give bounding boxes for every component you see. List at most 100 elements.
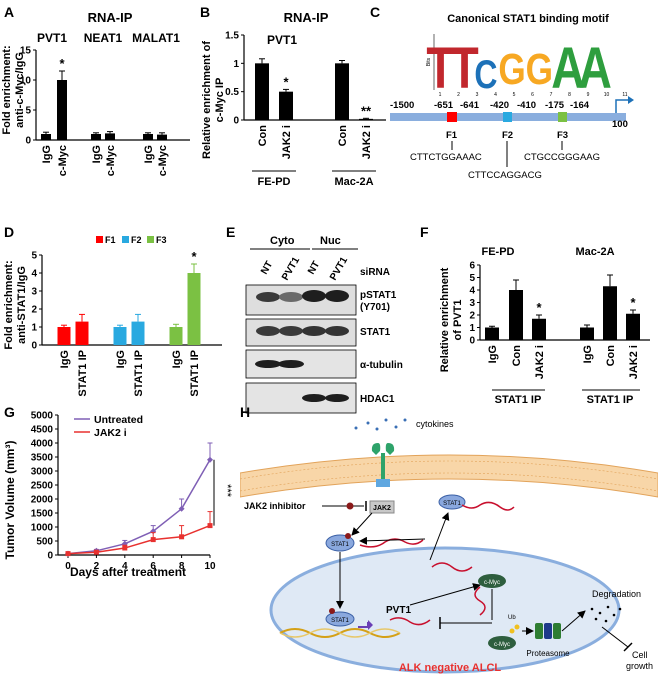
f-ytick-label-1: 1 [469,323,475,334]
band-stat1: STAT1 [360,327,391,338]
a-bar-0 [41,134,51,140]
a-xlabel-4: IgG [143,145,155,163]
band-hdac1: HDAC1 [360,394,395,405]
b-ytick-label-0: 0 [233,116,239,127]
h-stat1-1: STAT1 [331,542,349,548]
h-cytokines: cytokines [416,419,454,429]
f-bar-2 [532,318,546,340]
g-point-0-5 [207,456,213,463]
coord-5: -410 [517,100,536,111]
g-series-line-0 [67,459,211,555]
g-point-1-3 [150,537,156,543]
logo-pos-1: 2 [457,92,460,98]
g-ytick-label-6: 3000 [31,467,54,478]
b-bar-1 [279,91,293,120]
panel-f-group-1: FE-PD [482,246,515,258]
logo-letter-a1: A [551,36,585,101]
d-bar-4 [169,327,183,345]
g-legend-1: JAK2 i [94,427,127,439]
panel-f-chart: FE-PD Mac-2A Relative enrichment of PVT1… [439,246,650,406]
g-legend-0: Untreated [94,414,143,426]
fraction-cyto: Cyto [270,235,295,247]
a-xlabel-5: c-Myc [157,145,169,176]
logo-pos-5: 6 [531,92,534,98]
b-group-2: Mac-2A [334,176,373,188]
f-bar-3 [580,327,594,340]
h-cmyc-2: c-Myc [494,642,510,648]
jak2-box [369,500,395,514]
h-disease: ALK negative ALCL [399,662,502,674]
d-bar-0 [57,327,71,345]
panel-b-chart: RNA-IP PVT1 Relative enrichment of c-Myc… [201,10,386,188]
legend-f1-swatch [96,236,103,243]
logo-pos-3: 4 [494,92,497,98]
h-cell: Cell [632,650,648,660]
cell-membrane [240,454,658,498]
a-xlabel-1: c-Myc [57,145,69,176]
lane-1: NT [259,259,275,276]
logo-letter-t2: T [450,36,478,101]
logo-pos-8: 9 [587,92,590,98]
g-point-1-5 [207,523,213,529]
f-bar-4 [603,286,617,340]
g-ytick-label-7: 3500 [31,453,54,464]
panel-a-chart: RNA-IP PVT1 NEAT1 MALAT1 Fold enrichment… [1,10,190,176]
h-jak2-inhibitor: JAK2 inhibitor [244,501,306,511]
panel-d-label: D [4,224,15,240]
panel-a-title: RNA-IP [88,10,133,25]
lane-4: PVT1 [328,255,350,283]
g-point-0-4 [178,505,185,512]
panel-d-chart: F1 F2 F3 Fold enrichment: anti-STAT1/IgG… [3,235,222,397]
g-ytick-label-3: 1500 [31,509,54,520]
site-f2-box [503,112,512,122]
g-ytick-label-4: 2000 [31,495,54,506]
f-xlabel-3: IgG [582,345,594,363]
d-ytick-label-0: 0 [31,341,37,352]
panel-a-gene-2: NEAT1 [84,31,123,45]
a-ytick-label-3: 15 [20,46,32,57]
f-xlabel-5: JAK2 i [628,345,640,379]
f-xlabel-2: JAK2 i [534,345,546,379]
coord-8: 100 [612,119,628,130]
h-growth: growth [626,661,653,671]
g-ytick-label-10: 5000 [31,411,54,422]
d-bar-1 [75,321,89,345]
h-jak2: JAK2 [373,505,391,512]
logo-letter-t1: T [426,36,454,101]
b-bar-2 [335,63,349,120]
b-xlabel-0: Con [257,125,269,147]
h-cmyc-1: c-Myc [484,580,500,586]
site-f3: F3 [557,130,568,141]
logo-pos-6: 7 [550,92,553,98]
panel-h-diagram: cytokines JAK2 JAK2 inhibitor STAT1 STAT… [240,418,658,674]
d-xlabel-5: STAT1 IP [189,350,201,397]
panel-g-ylabel: Tumor Volume (mm³) [3,441,17,560]
panel-b-label: B [200,4,211,20]
d-xlabel-3: STAT1 IP [133,350,145,397]
d-ytick-label-5: 5 [31,251,37,262]
d-ytick-label-3: 3 [31,287,37,298]
panel-a-ylabel-1: Fold enrichment: [1,45,13,134]
panel-f-group-2: Mac-2A [575,246,614,258]
band-pstat1: pSTAT1 [360,290,397,301]
g-ytick-label-1: 500 [36,537,53,548]
logo-pos-2: 3 [476,92,479,98]
d-sig-0: * [191,249,197,264]
panel-g-xlabel: Days after treatment [70,565,186,579]
f-ytick-label-6: 6 [469,261,475,272]
a-ytick-label-0: 0 [25,136,31,147]
f-ytick-label-4: 4 [469,286,475,297]
cmyc-blob-1 [478,574,506,588]
a-bar-4 [143,134,153,140]
panel-b-ylabel-2: c-Myc IP [214,78,226,123]
d-xlabel-2: IgG [115,350,127,368]
b-xlabel-3: JAK2 i [361,125,373,159]
d-bar-3 [131,321,145,345]
g-ytick-label-0: 0 [47,551,53,562]
site-f1-box [447,112,457,122]
d-xlabel-0: IgG [59,350,71,368]
sirna-label: siRNA [360,267,390,278]
panel-c-label: C [370,4,381,20]
f-sig-0: * [536,300,542,315]
nucleus [269,546,621,674]
